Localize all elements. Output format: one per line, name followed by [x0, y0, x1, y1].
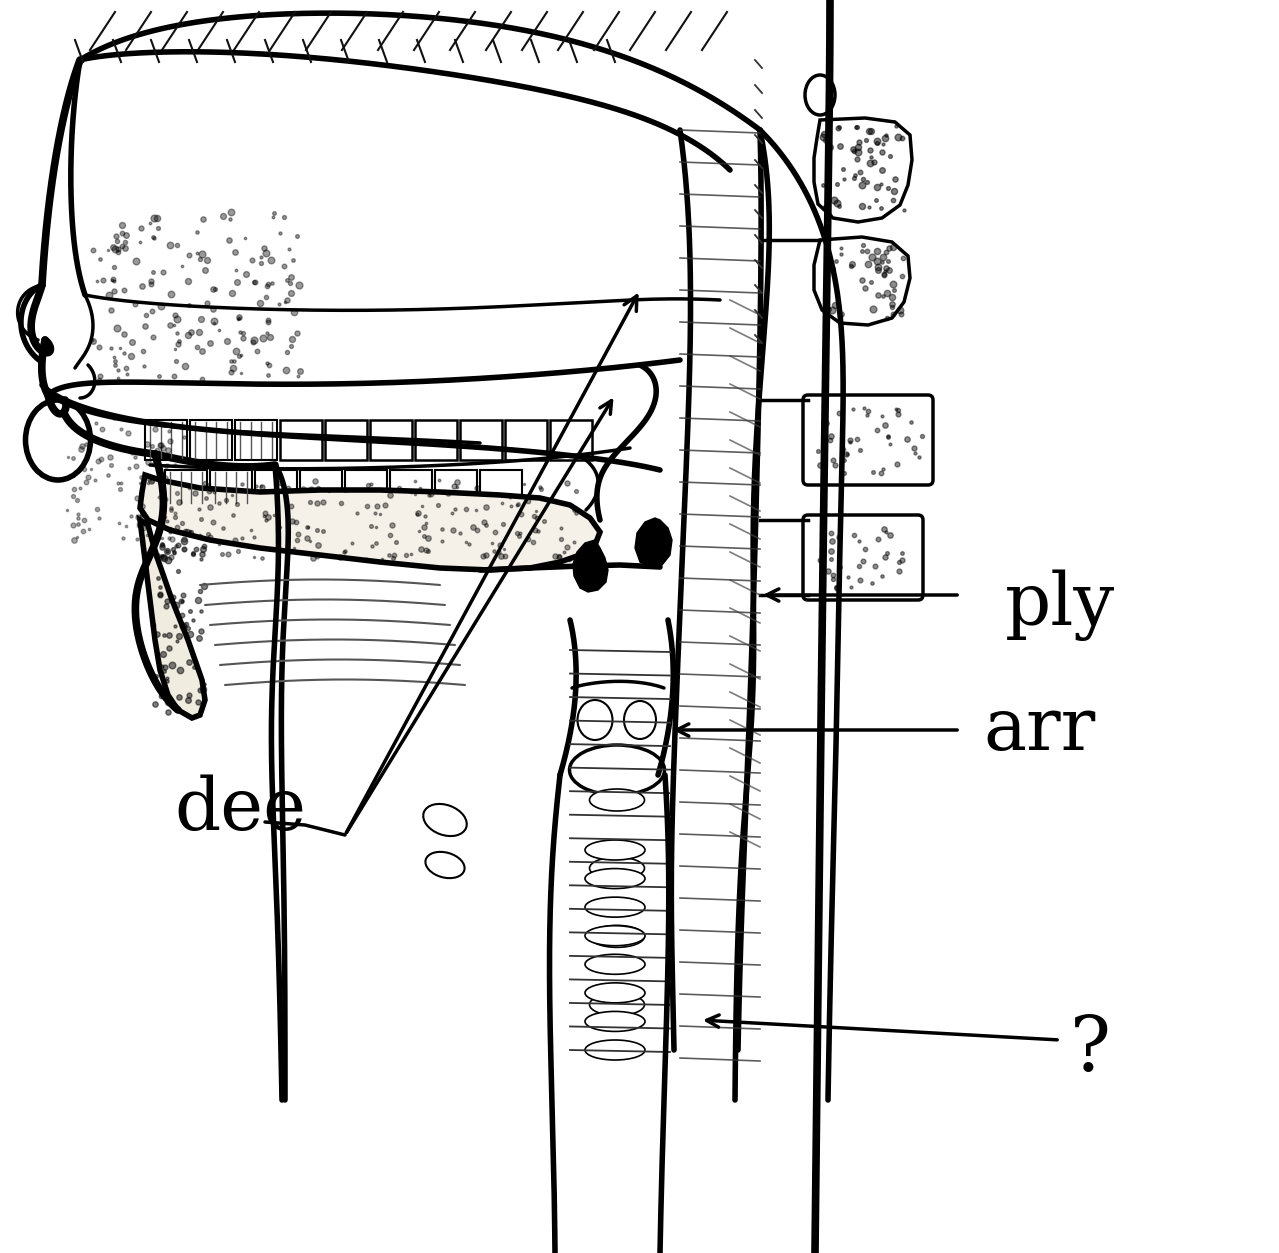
Ellipse shape: [590, 857, 645, 880]
Bar: [301, 470, 341, 505]
Bar: [480, 470, 522, 505]
Bar: [235, 420, 278, 460]
Bar: [280, 420, 322, 460]
Ellipse shape: [590, 994, 645, 1015]
Ellipse shape: [426, 852, 464, 878]
Polygon shape: [634, 517, 671, 568]
Bar: [414, 420, 457, 460]
Ellipse shape: [585, 897, 645, 917]
Bar: [255, 470, 297, 505]
FancyBboxPatch shape: [803, 395, 932, 485]
Ellipse shape: [423, 804, 467, 836]
Polygon shape: [813, 237, 909, 325]
Bar: [325, 420, 367, 460]
Bar: [191, 420, 231, 460]
Ellipse shape: [585, 1011, 645, 1031]
Polygon shape: [573, 540, 608, 591]
Bar: [145, 420, 187, 460]
Ellipse shape: [590, 789, 645, 811]
Ellipse shape: [624, 700, 656, 739]
Ellipse shape: [585, 926, 645, 946]
Bar: [435, 470, 477, 505]
Ellipse shape: [585, 955, 645, 975]
Polygon shape: [139, 520, 205, 718]
Bar: [390, 470, 432, 505]
Text: dee: dee: [174, 774, 306, 846]
Ellipse shape: [804, 75, 835, 115]
Ellipse shape: [585, 868, 645, 888]
Ellipse shape: [585, 840, 645, 860]
Ellipse shape: [578, 700, 613, 741]
Bar: [210, 470, 252, 505]
Ellipse shape: [590, 926, 645, 947]
Text: arr: arr: [984, 694, 1096, 766]
Bar: [165, 470, 207, 505]
Polygon shape: [139, 475, 600, 570]
Bar: [550, 420, 592, 460]
FancyBboxPatch shape: [803, 515, 923, 600]
Ellipse shape: [569, 746, 665, 794]
Text: ply: ply: [1005, 569, 1115, 640]
Polygon shape: [813, 118, 912, 222]
Bar: [370, 420, 412, 460]
Ellipse shape: [585, 1040, 645, 1060]
Ellipse shape: [26, 400, 91, 480]
Bar: [505, 420, 547, 460]
Text: ?: ?: [1069, 1012, 1110, 1088]
Bar: [345, 470, 388, 505]
Ellipse shape: [585, 982, 645, 1002]
Bar: [460, 420, 501, 460]
